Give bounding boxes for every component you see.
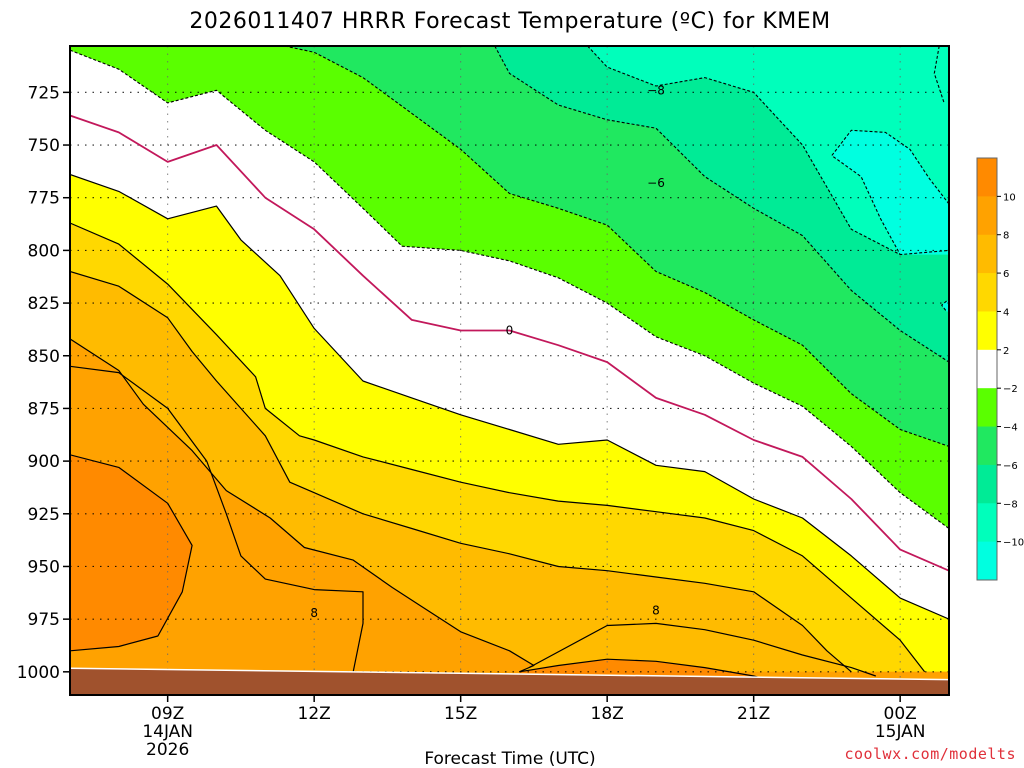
chart-title: 2026011407 HRRR Forecast Temperature (ºC… — [189, 9, 830, 34]
isotherm-minus8 — [933, 46, 945, 104]
contour-labels: −8 −6 0 8 8 — [310, 83, 665, 620]
y-tick-label: 850 — [28, 347, 60, 367]
contour-label: −6 — [647, 176, 665, 190]
x-tick-label: 15JAN — [875, 722, 926, 742]
contour-label: 0 — [506, 323, 514, 337]
x-tick-label: 21Z — [737, 704, 770, 724]
x-tick-label: 15Z — [444, 704, 477, 724]
y-tick-label: 900 — [28, 452, 60, 472]
y-tick-label: 800 — [28, 241, 60, 261]
isotherm-minus8 — [587, 46, 949, 256]
isotherm-6 — [70, 270, 852, 673]
fill-band — [70, 338, 949, 695]
y-tick-label: 875 — [28, 399, 60, 419]
x-axis-label: Forecast Time (UTC) — [424, 749, 595, 768]
contour-label: 8 — [310, 606, 318, 620]
fill-band — [70, 454, 193, 651]
colorbar-swatch — [977, 311, 997, 351]
isotherm-minus6 — [494, 46, 949, 363]
x-tick-label: 12Z — [298, 704, 331, 724]
colorbar-label: −10 — [1003, 538, 1024, 549]
isotherm-4 — [70, 222, 926, 673]
x-tick-label: 14JAN — [142, 722, 193, 742]
fill-band — [831, 130, 949, 255]
isotherm-10 — [519, 658, 779, 683]
isotherm-8 — [70, 365, 364, 672]
y-tick-label: 975 — [28, 610, 60, 630]
plot-frame — [69, 45, 950, 696]
isotherm-2 — [70, 173, 949, 620]
isotherm-8 — [70, 338, 535, 673]
plot-area: −8 −6 0 8 8 — [70, 46, 949, 695]
colorbar-label: −8 — [1003, 499, 1018, 510]
x-tick-label: 2026 — [146, 740, 189, 760]
pressure-axis: 725 750 775 800 825 850 875 900 925 950 975 1000 — [17, 83, 70, 683]
surface-ground — [70, 667, 949, 695]
colorbar-label: −4 — [1003, 423, 1018, 434]
colorbar-swatch — [977, 234, 997, 274]
y-tick-label: 1000 — [17, 663, 60, 683]
colorbar-swatch — [977, 273, 997, 312]
colorbar-label: 4 — [1003, 307, 1009, 318]
colorbar-label: 2 — [1003, 346, 1009, 357]
colorbar-swatch — [977, 158, 997, 197]
colorbar: 10 8 6 4 2 −2 −4 −6 −8 −10 — [976, 157, 1024, 581]
y-tick-label: 775 — [28, 189, 60, 209]
colorbar-swatch — [977, 464, 997, 504]
colorbar-swatch — [977, 503, 997, 543]
colorbar-label: 6 — [1003, 269, 1009, 280]
contour-label: 8 — [652, 604, 660, 618]
colorbar-label: −6 — [1003, 461, 1018, 472]
isotherm-10 — [70, 454, 193, 652]
y-tick-label: 950 — [28, 557, 60, 577]
credit-label: coolwx.com/modelts — [844, 745, 1016, 763]
gridlines — [70, 46, 949, 695]
isotherm-minus4 — [284, 46, 949, 447]
colorbar-swatch — [977, 541, 997, 581]
y-tick-label: 750 — [28, 136, 60, 156]
isotherm-0 — [70, 114, 949, 572]
isotherm-minus10 — [941, 300, 948, 312]
colorbar-swatch — [977, 388, 997, 428]
x-tick-label: 00Z — [884, 704, 917, 724]
x-tick-label: 09Z — [151, 704, 184, 724]
temperature-fill-bands — [70, 46, 949, 695]
colorbar-label: 8 — [1003, 231, 1009, 242]
isotherm-minus10 — [831, 129, 949, 255]
colorbar-swatch — [977, 349, 997, 389]
colorbar-swatch — [977, 426, 997, 466]
colorbar-swatch — [977, 196, 997, 236]
x-tick-label: 18Z — [591, 704, 624, 724]
y-tick-label: 725 — [28, 83, 60, 103]
colorbar-frame — [976, 157, 998, 581]
isotherm-minus2 — [70, 49, 949, 529]
colorbar-label: 10 — [1003, 192, 1016, 203]
fill-band — [941, 300, 949, 312]
isotherm-lines — [70, 46, 949, 683]
y-tick-label: 925 — [28, 505, 60, 525]
y-tick-label: 825 — [28, 294, 60, 314]
colorbar-label: −2 — [1003, 384, 1018, 395]
contour-label: −8 — [647, 83, 665, 97]
